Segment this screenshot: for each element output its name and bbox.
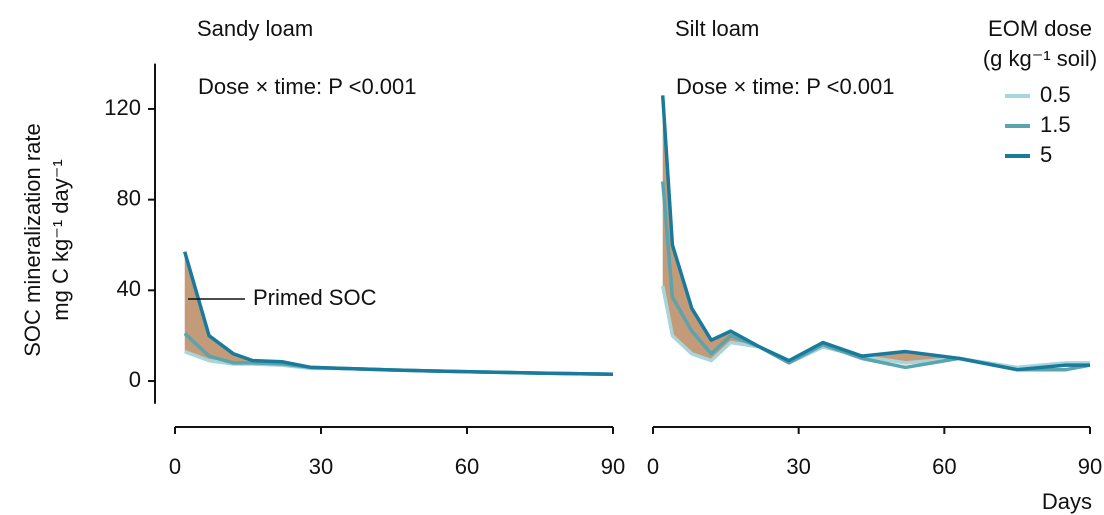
primed-area — [184, 251, 613, 375]
legend-title: EOM dose — [988, 16, 1092, 41]
y-tick-label: 80 — [117, 185, 141, 210]
x-tick-label: 30 — [786, 454, 810, 479]
panel-title: Silt loam — [675, 16, 759, 41]
legend-label: 5 — [1040, 142, 1052, 167]
legend-label: 0.5 — [1040, 82, 1071, 107]
area-label: Primed SOC — [253, 285, 377, 310]
x-tick-label: 90 — [601, 454, 625, 479]
primed-area — [662, 95, 1090, 370]
y-axis-label: SOC mineralization rate — [20, 123, 45, 357]
x-tick-label: 60 — [932, 454, 956, 479]
x-tick-label: 0 — [647, 454, 659, 479]
x-tick-label: 0 — [169, 454, 181, 479]
x-tick-label: 60 — [455, 454, 479, 479]
legend-title: (g kg⁻¹ soil) — [983, 46, 1097, 71]
series-line — [183, 251, 614, 376]
y-tick-label: 0 — [129, 367, 141, 392]
series-line — [660, 95, 1090, 372]
y-tick-label: 40 — [117, 276, 141, 301]
x-tick-label: 30 — [309, 454, 333, 479]
x-tick-label: 90 — [1078, 454, 1102, 479]
annotation: Dose × time: P <0.001 — [676, 74, 895, 99]
series-line — [183, 332, 614, 376]
y-axis-label: mg C kg⁻¹ day⁻¹ — [48, 159, 73, 320]
panel-title: Sandy loam — [197, 16, 313, 41]
x-axis-label: Days — [1042, 489, 1092, 514]
legend-label: 1.5 — [1040, 112, 1071, 137]
annotation: Dose × time: P <0.001 — [198, 74, 417, 99]
y-tick-label: 120 — [104, 95, 141, 120]
series-line — [660, 181, 1091, 372]
